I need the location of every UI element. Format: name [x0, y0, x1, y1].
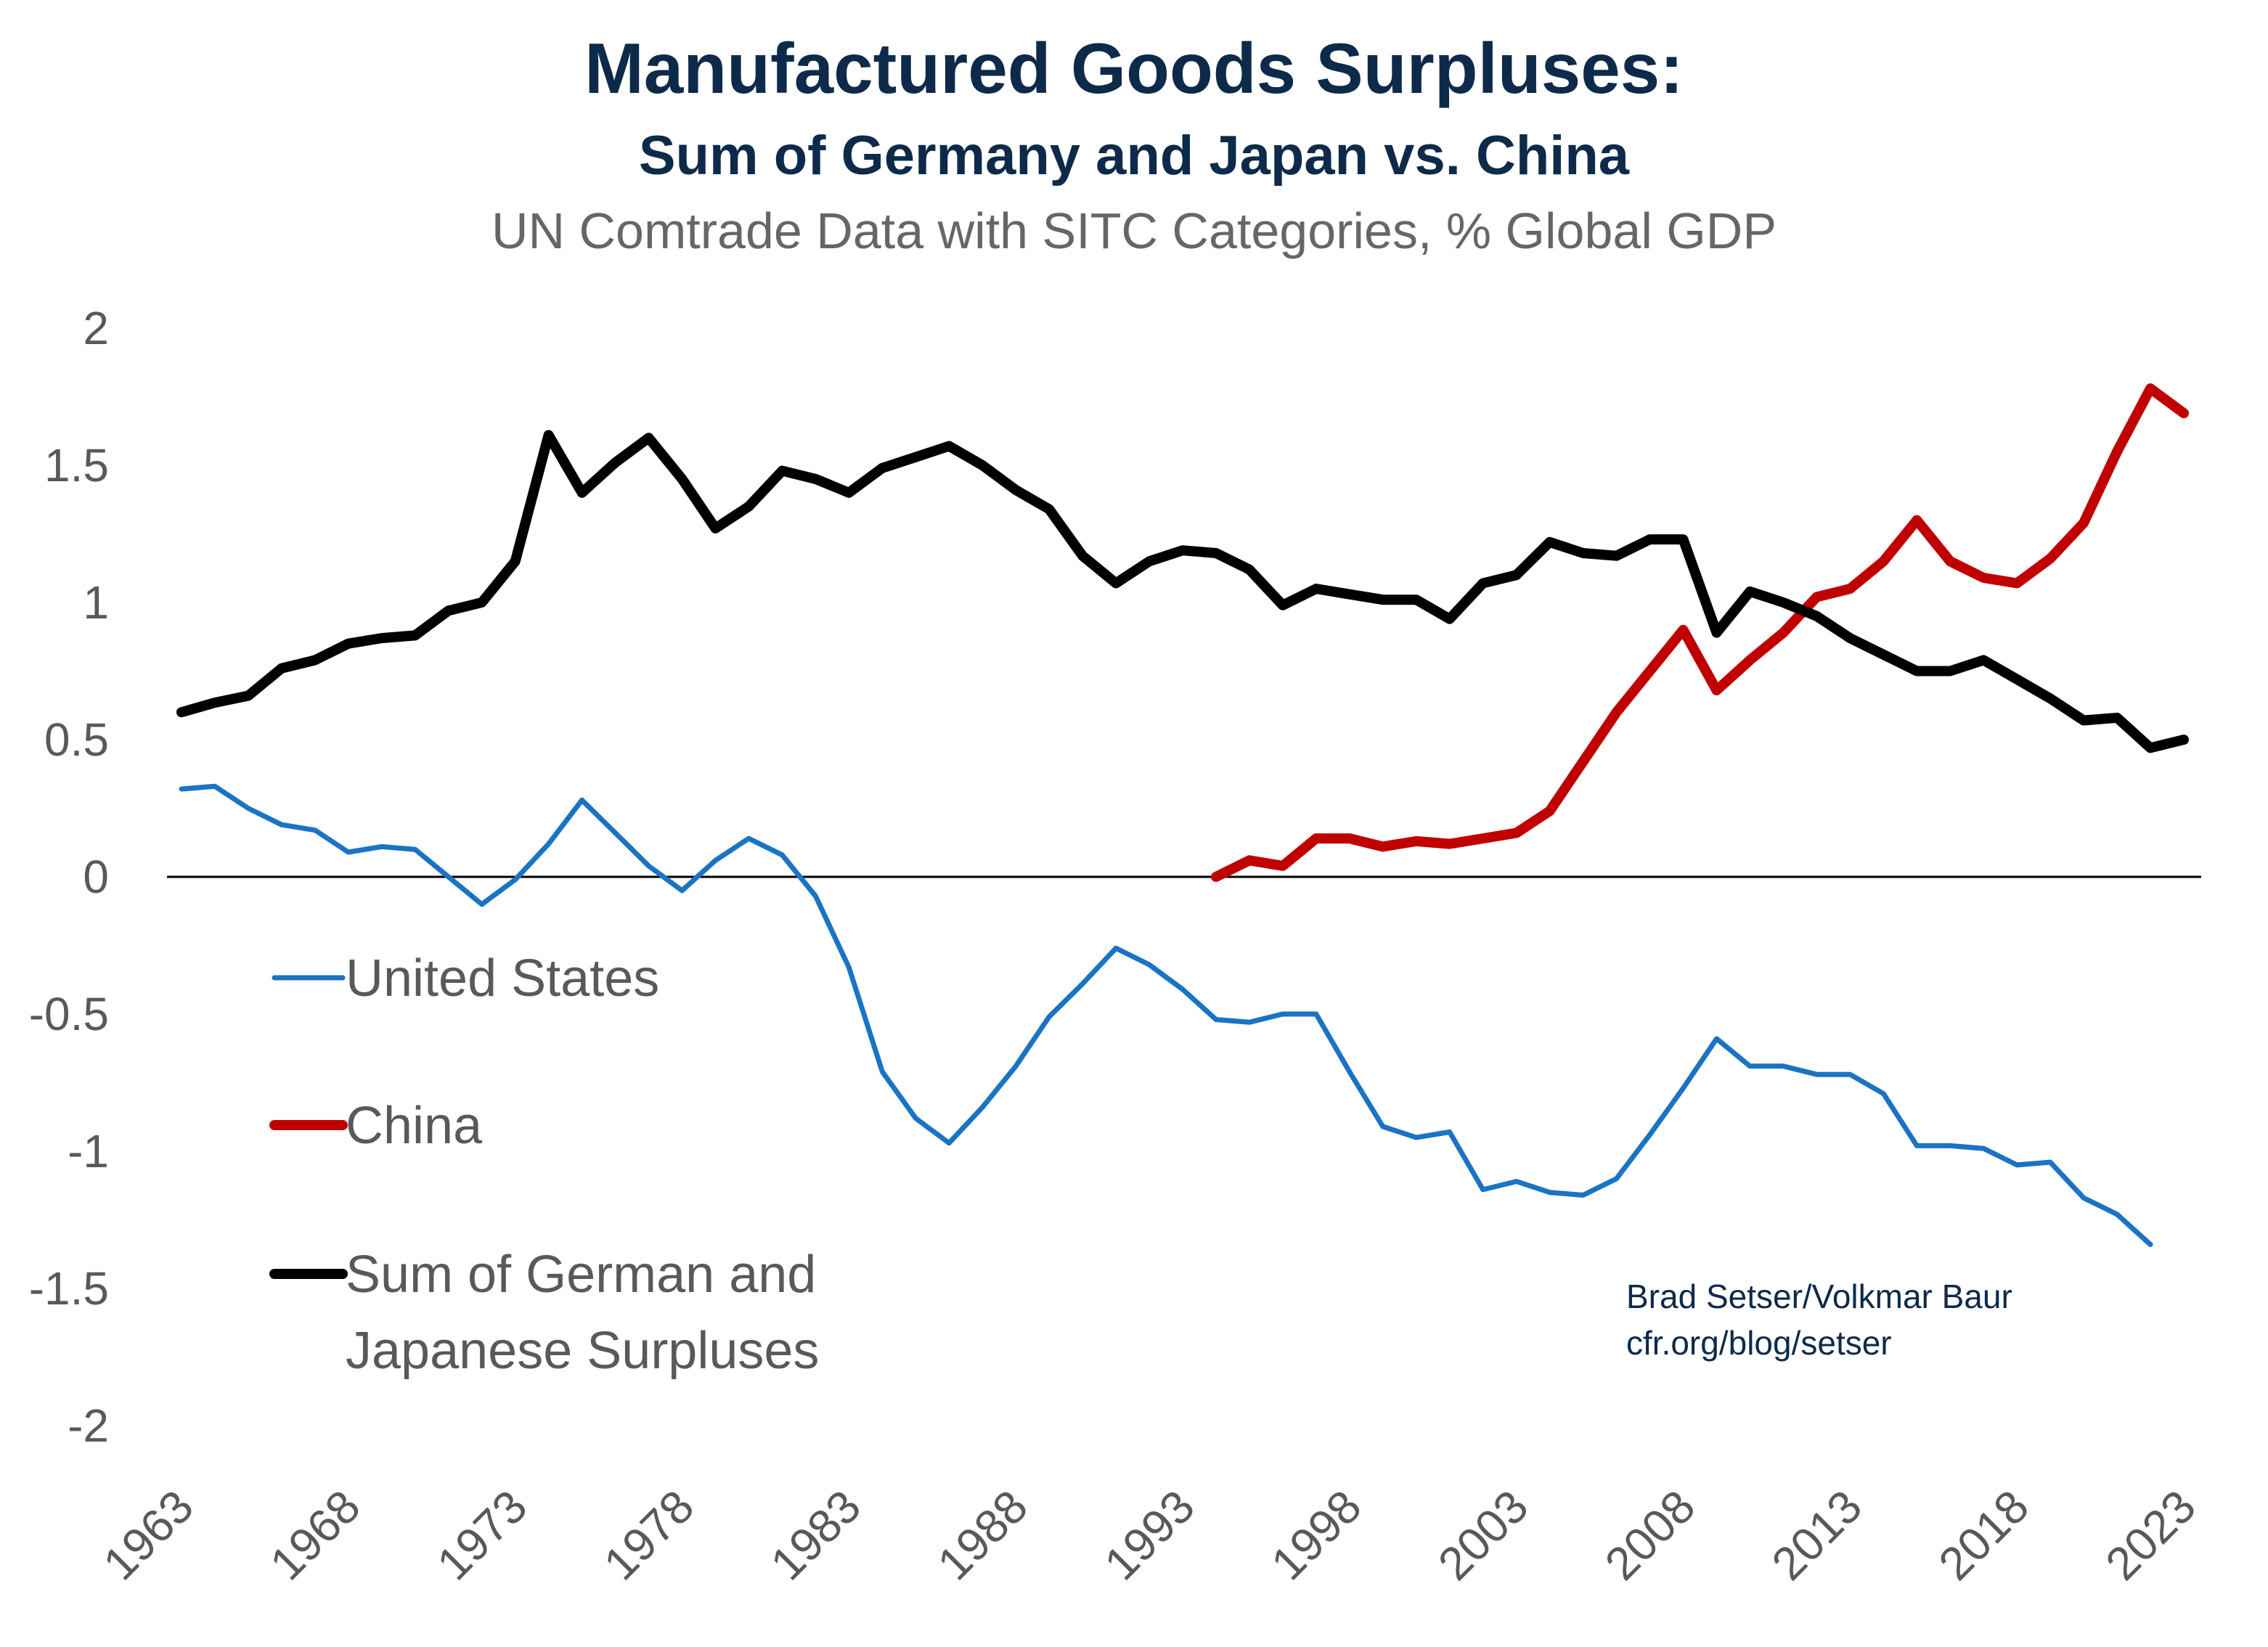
- chart-title: Manufactured Goods Surpluses:: [584, 28, 1684, 108]
- x-tick-label: 2013: [1762, 1480, 1872, 1590]
- x-tick-label: 1983: [761, 1480, 871, 1590]
- legend-label: United States: [346, 949, 659, 1008]
- legend: United States China Sum of German and Japan…: [269, 949, 819, 1380]
- credit-line-2: cfr.org/blog/setser: [1626, 1324, 1892, 1362]
- x-tick-label: 1973: [427, 1480, 537, 1590]
- x-tick-label: 2003: [1428, 1480, 1538, 1590]
- y-tick-label: 0.5: [44, 714, 109, 766]
- x-axis: 1963 1968 1973 1978 1983 1988 1993 1998 2003 2008…: [93, 1480, 2206, 1590]
- y-tick-label: 1: [83, 576, 109, 629]
- x-tick-label: 1978: [594, 1480, 704, 1590]
- legend-label: Sum of German and: [346, 1246, 816, 1304]
- legend-label: China: [346, 1097, 483, 1155]
- x-tick-label: 2023: [2095, 1480, 2206, 1590]
- y-tick-label: -2: [68, 1399, 109, 1452]
- x-tick-label: 1998: [1261, 1480, 1371, 1590]
- y-tick-label: -1: [68, 1125, 109, 1177]
- credit-line-1: Brad Setser/Volkmar Baur: [1626, 1278, 2012, 1315]
- x-tick-label: 1988: [927, 1480, 1037, 1590]
- chart-subtitle-2: UN Comtrade Data with SITC Categories, %…: [491, 203, 1777, 259]
- x-tick-label: 2018: [1928, 1480, 2039, 1590]
- x-tick-label: 2008: [1595, 1480, 1705, 1590]
- legend-label: Japanese Surpluses: [346, 1322, 819, 1380]
- chart-subtitle: Sum of Germany and Japan vs. China: [639, 125, 1630, 187]
- x-tick-label: 1993: [1094, 1480, 1204, 1590]
- y-tick-label: 1.5: [44, 439, 109, 491]
- y-tick-label: 0: [83, 851, 109, 903]
- series-lines: [176, 383, 2189, 1247]
- y-tick-label: 2: [83, 302, 109, 354]
- series-line-2: [176, 430, 2189, 753]
- series-line-1: [1211, 383, 2189, 882]
- y-tick-label: -1.5: [29, 1262, 109, 1315]
- x-tick-label: 1963: [93, 1480, 203, 1590]
- x-tick-label: 1968: [260, 1480, 370, 1590]
- y-axis: 2 1.5 1 0.5 0 -0.5 -1 -1.5 -2: [29, 302, 109, 1452]
- series-line-0: [179, 783, 2153, 1247]
- y-tick-label: -0.5: [29, 988, 109, 1040]
